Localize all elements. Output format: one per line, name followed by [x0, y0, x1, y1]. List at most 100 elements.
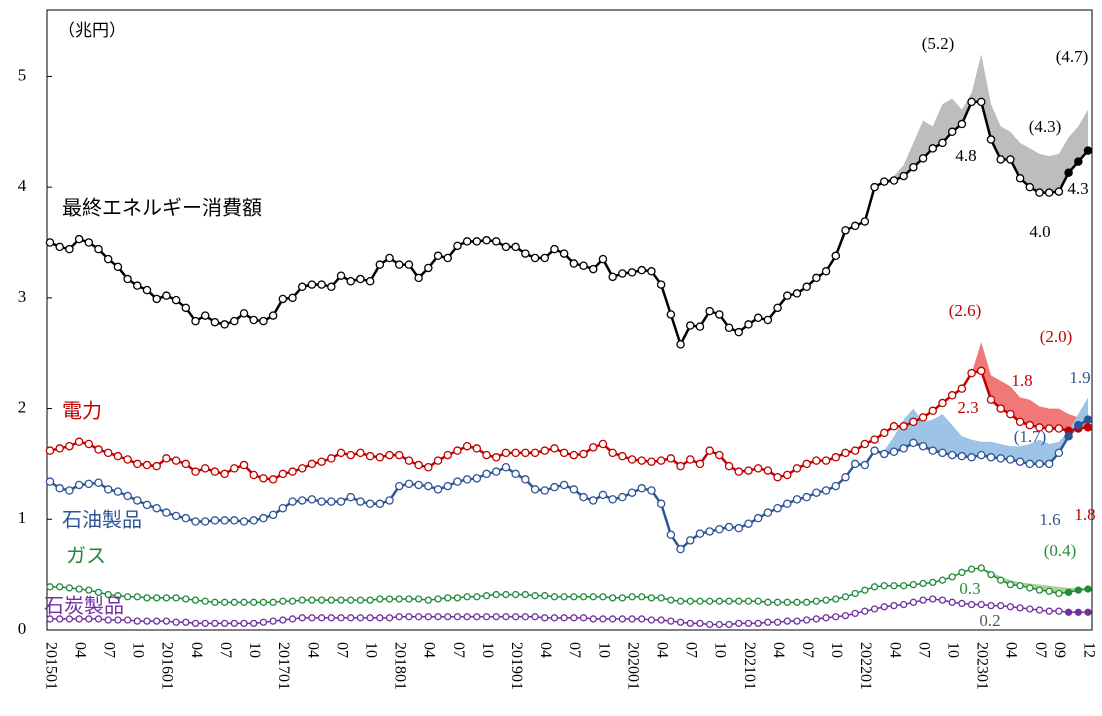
- data-point: [734, 467, 744, 476]
- data-point: [550, 593, 559, 601]
- data-point: [1054, 187, 1064, 196]
- data-point: [540, 446, 549, 455]
- data-point: [55, 444, 64, 453]
- data-point: [279, 616, 287, 624]
- data-point: [46, 583, 54, 591]
- data-point: [259, 598, 268, 606]
- data-point: [240, 619, 248, 628]
- data-point: [753, 513, 763, 523]
- data-point: [501, 462, 511, 472]
- data-point: [783, 499, 792, 509]
- data-point: [880, 177, 889, 186]
- data-point: [900, 582, 908, 590]
- data-point: [327, 282, 336, 292]
- data-point: [220, 619, 229, 628]
- data-point: [754, 619, 762, 628]
- data-point: [647, 594, 656, 602]
- data-point: [880, 582, 888, 590]
- data-point: [443, 450, 452, 460]
- x-tick-label: 12: [1080, 642, 1097, 658]
- data-point: [1035, 459, 1044, 469]
- data-point: [647, 267, 656, 276]
- data-point: [443, 481, 452, 491]
- y-tick-label: 1: [18, 508, 27, 527]
- data-point: [686, 597, 694, 605]
- data-point: [259, 513, 268, 523]
- data-point: [336, 497, 346, 506]
- data-point: [259, 316, 268, 326]
- data-point: [365, 499, 375, 509]
- data-point: [822, 614, 830, 622]
- data-point: [715, 450, 724, 460]
- data-point: [1006, 580, 1015, 589]
- data-point: [521, 590, 529, 599]
- data-point: [695, 459, 705, 469]
- data-point: [802, 492, 811, 502]
- annotation: 1.9: [1069, 368, 1090, 387]
- data-point: [288, 293, 297, 303]
- data-point: [239, 460, 249, 470]
- data-point: [45, 477, 55, 486]
- data-point: [191, 596, 200, 604]
- data-point: [366, 614, 374, 622]
- data-point: [579, 492, 588, 502]
- data-point: [696, 597, 704, 605]
- data-point: [997, 576, 1005, 584]
- data-point: [220, 320, 229, 329]
- data-point: [346, 450, 355, 460]
- data-point: [890, 582, 898, 590]
- data-point: [317, 614, 326, 622]
- data-point: [1054, 424, 1064, 433]
- data-point: [278, 294, 288, 304]
- data-point: [705, 446, 714, 455]
- data-point: [609, 594, 617, 602]
- data-point: [123, 455, 132, 464]
- data-point: [541, 592, 549, 600]
- data-point: [880, 428, 889, 438]
- data-point: [996, 404, 1005, 413]
- data-point: [337, 596, 345, 604]
- data-point: [909, 162, 918, 172]
- data-point: [1055, 607, 1063, 615]
- data-point: [152, 461, 161, 471]
- data-point: [385, 614, 394, 622]
- data-point: [850, 459, 860, 469]
- data-point: [909, 417, 918, 427]
- data-point: [841, 472, 850, 482]
- x-tick-label: 202001: [624, 642, 641, 690]
- data-point: [521, 448, 530, 458]
- data-point: [463, 613, 471, 621]
- data-point: [356, 614, 365, 622]
- data-point: [860, 217, 870, 226]
- data-point: [1006, 409, 1015, 419]
- data-point: [715, 310, 724, 319]
- data-point: [521, 249, 530, 258]
- data-point: [114, 616, 122, 624]
- data-point: [211, 619, 219, 628]
- y-tick-label: 0: [18, 619, 27, 638]
- data-point: [987, 570, 995, 579]
- data-point: [268, 475, 278, 484]
- data-point: [715, 620, 724, 629]
- data-point: [948, 573, 956, 581]
- data-point: [812, 597, 821, 605]
- data-point: [540, 486, 549, 495]
- x-tick-label: 201801: [392, 642, 409, 690]
- data-point: [220, 516, 229, 525]
- data-point: [724, 461, 734, 471]
- data-point: [686, 536, 695, 545]
- data-point: [1015, 174, 1025, 183]
- data-point: [977, 450, 986, 460]
- data-point: [831, 481, 841, 491]
- data-point: [870, 435, 879, 444]
- plot-frame: [46, 9, 1093, 631]
- data-point: [589, 496, 598, 505]
- data-point: [356, 497, 365, 506]
- data-point: [104, 616, 112, 624]
- data-point: [414, 613, 423, 621]
- data-point: [986, 453, 996, 462]
- data-point: [958, 568, 966, 577]
- x-tick-label: 10: [945, 642, 962, 658]
- data-point: [599, 615, 607, 623]
- x-tick-label: 09: [1051, 642, 1068, 658]
